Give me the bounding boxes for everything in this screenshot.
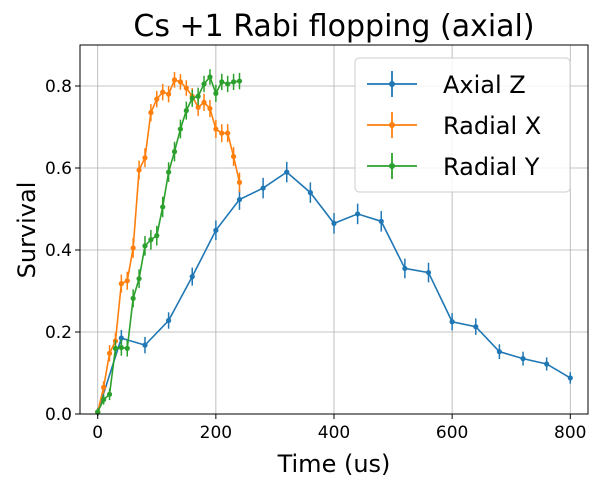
data-point [106,350,113,356]
data-point [171,149,178,155]
data-point [544,361,550,367]
data-point [284,169,290,175]
data-point [230,153,237,160]
data-point [118,335,124,341]
chart-title: Cs +1 Rabi flopping (axial) [133,9,534,44]
data-point [166,169,172,175]
data-point [195,104,201,110]
data-point [154,233,160,239]
data-point [136,276,142,282]
ticks: 0 200 400 600 800 0.0 0.2 0.4 0.6 0.8 [45,77,587,443]
x-axis-label: Time (us) [277,450,391,478]
data-point [130,245,136,251]
y-tick-label: 0.8 [45,77,72,97]
data-point [449,319,455,325]
data-point [207,74,213,80]
data-point [195,93,201,99]
x-tick-label: 800 [554,423,586,443]
legend-label: Radial X [443,112,541,140]
data-point [142,342,148,348]
data-point [177,79,184,85]
data-point [136,167,142,173]
data-point [112,345,119,351]
data-point [101,397,107,403]
data-point [154,96,160,102]
data-point [225,130,231,136]
legend-swatch-marker [389,163,395,169]
data-point [307,190,313,196]
legend-entry: Radial Y [367,153,540,181]
data-point [148,237,154,243]
data-point [118,281,124,287]
data-point [106,391,113,397]
data-point [378,218,384,224]
legend-swatch-marker [389,122,395,128]
data-point [213,90,219,96]
series-radial-x [95,72,243,416]
legend-box [354,57,571,193]
data-point [160,204,166,210]
data-point [183,108,189,114]
data-point [355,211,361,217]
x-tick-label: 600 [436,423,468,443]
data-point [236,196,243,203]
y-tick-label: 0.0 [45,405,72,425]
data-point [189,95,195,101]
data-point [124,345,130,351]
data-point [101,384,107,390]
data-point [496,349,502,355]
data-point [219,130,225,136]
data-point [166,91,172,97]
data-point [236,179,243,185]
data-point [166,317,172,324]
data-point [177,126,184,132]
x-tick-label: 200 [200,423,232,443]
data-point [142,155,148,161]
data-point [425,269,432,276]
data-point [189,274,195,280]
data-point [142,243,148,249]
data-point [213,227,219,233]
data-point [567,375,573,381]
legend-label: Radial Y [443,153,540,181]
legend: Axial Z Radial X Radial Y [354,57,571,193]
data-point [236,78,243,84]
data-point [402,265,408,272]
y-tick-label: 0.2 [45,323,72,343]
x-tick-label: 0 [92,423,103,443]
data-point [201,81,207,87]
data-point [207,105,213,112]
data-point [260,185,266,191]
data-point [130,295,136,301]
data-point [225,81,231,87]
data-point [118,344,124,351]
legend-swatch-marker [389,81,395,87]
legend-label: Axial Z [443,71,526,99]
y-axis-label: Survival [13,182,41,279]
data-point [230,79,237,85]
x-tick-label: 400 [318,423,350,443]
data-point [219,79,225,85]
data-point [331,220,337,226]
data-point [213,126,219,132]
legend-entry: Radial X [367,112,541,140]
data-point [160,89,166,95]
data-point [124,278,130,284]
data-point [171,77,178,83]
data-point [95,409,101,415]
y-tick-label: 0.6 [45,159,72,179]
data-point [201,99,207,105]
data-point [520,356,526,362]
data-point [148,110,154,116]
y-tick-label: 0.4 [45,241,72,261]
data-point [183,85,189,91]
data-point [473,324,479,330]
legend-entry: Axial Z [367,71,526,99]
